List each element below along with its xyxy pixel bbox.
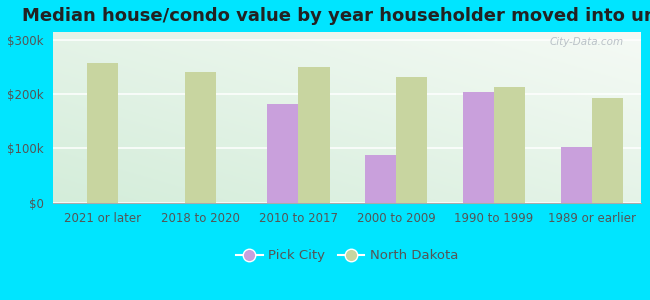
Title: Median house/condo value by year householder moved into unit: Median house/condo value by year househo…	[23, 7, 650, 25]
Bar	[86, 63, 118, 203]
Bar	[561, 147, 592, 203]
Bar	[298, 67, 330, 203]
Bar	[185, 72, 216, 202]
Bar	[267, 103, 298, 202]
Bar	[365, 155, 396, 202]
Text: City-Data.com: City-Data.com	[549, 37, 623, 47]
Bar	[396, 77, 428, 202]
Legend: Pick City, North Dakota: Pick City, North Dakota	[231, 244, 463, 268]
Bar	[463, 92, 494, 202]
Bar	[592, 98, 623, 202]
Bar	[494, 87, 525, 202]
